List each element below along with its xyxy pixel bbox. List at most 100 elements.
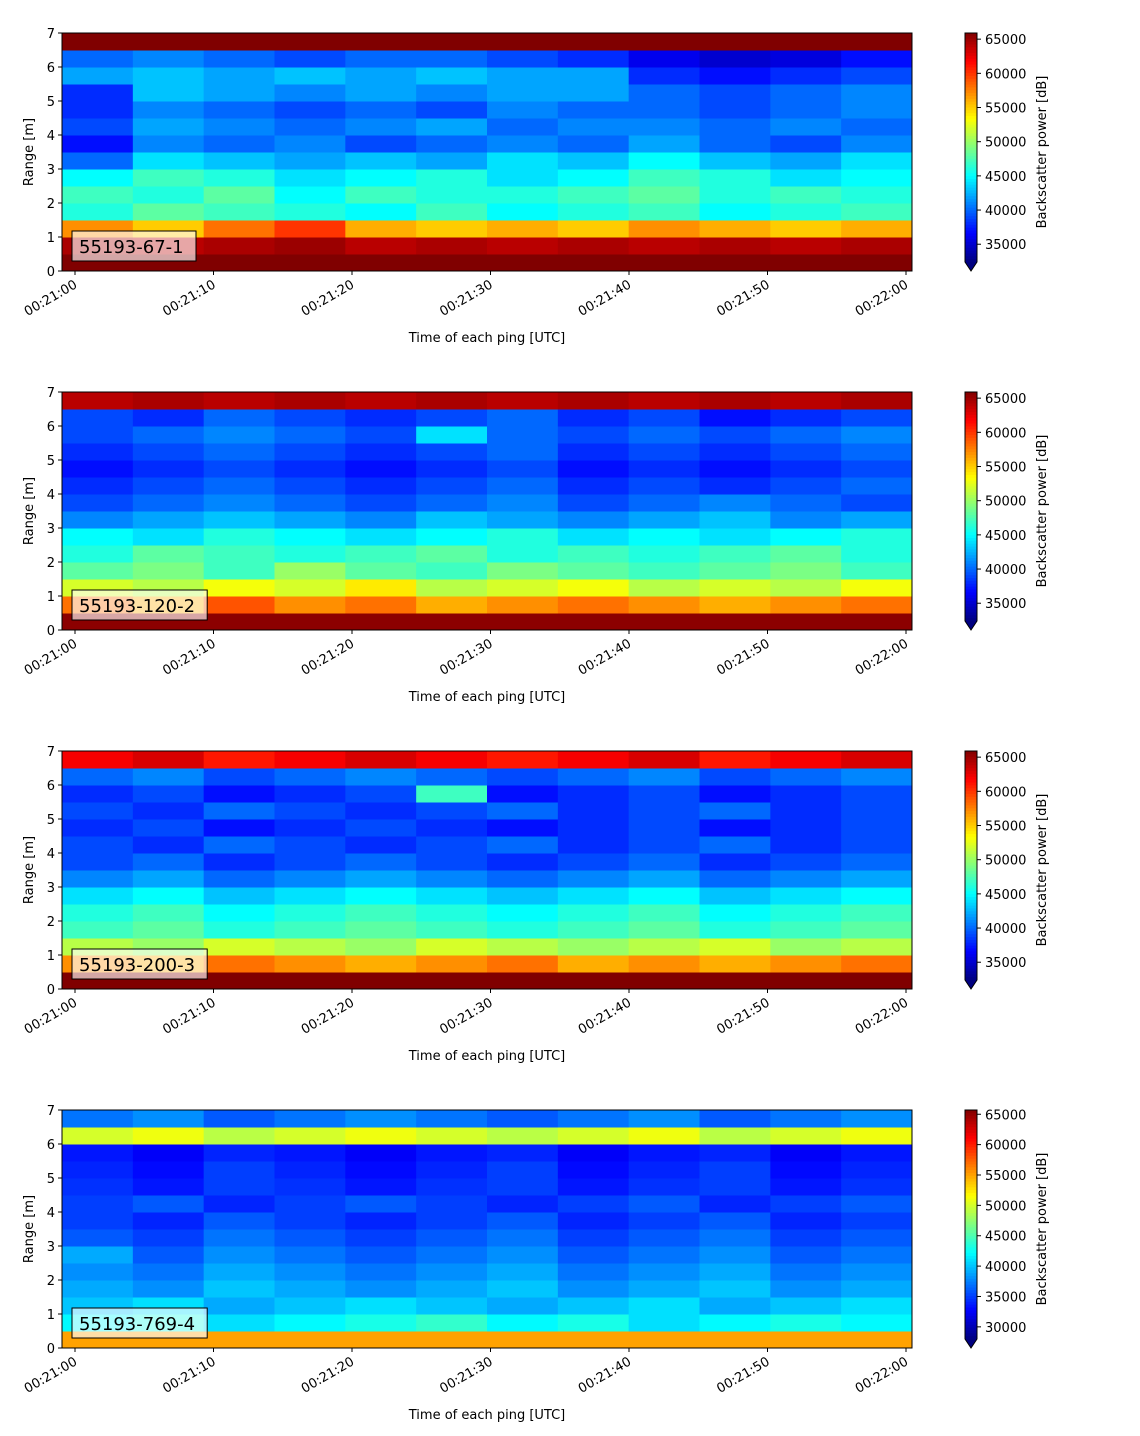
heatmap-cell xyxy=(203,118,275,136)
colorbar-segment xyxy=(965,1253,977,1257)
heatmap-cell xyxy=(699,1246,771,1264)
heatmap-cell xyxy=(557,477,630,495)
heatmap-cell xyxy=(416,1110,488,1128)
heatmap-cell xyxy=(699,494,771,512)
heatmap-cell xyxy=(345,802,417,820)
heatmap-cell xyxy=(345,819,417,837)
heatmap-cell xyxy=(416,1127,488,1145)
colorbar-segment xyxy=(965,954,977,958)
colorbar-segment xyxy=(965,876,977,881)
heatmap-cell xyxy=(628,443,700,461)
heatmap-cell xyxy=(62,870,134,888)
colorbar-segment xyxy=(965,224,977,229)
colorbar-segment xyxy=(965,905,977,909)
heatmap-cell xyxy=(770,50,842,68)
colorbar-segment xyxy=(965,403,977,407)
heatmap-cell xyxy=(62,392,134,410)
heatmap-cell xyxy=(770,254,842,272)
heatmap-cell xyxy=(487,511,559,529)
x-tick-label: 00:21:20 xyxy=(299,995,357,1037)
x-tick-label: 00:22:00 xyxy=(853,1354,911,1396)
colorbar-segment xyxy=(965,1198,977,1203)
heatmap-cell xyxy=(62,853,134,871)
heatmap-cell xyxy=(841,1331,913,1349)
heatmap-cell xyxy=(770,972,842,990)
colorbar-segment xyxy=(965,598,977,602)
colorbar-tick-label: 60000 xyxy=(985,1139,1026,1154)
heatmap-cell xyxy=(770,237,842,255)
colorbar-segment xyxy=(965,816,977,821)
colorbar-segment xyxy=(965,595,977,599)
heatmap-cell xyxy=(699,562,771,580)
x-axis-label: Time of each ping [UTC] xyxy=(408,331,566,346)
heatmap-cell xyxy=(557,186,630,204)
heatmap-cell xyxy=(628,1178,700,1196)
y-tick-label: 5 xyxy=(47,454,55,469)
x-axis-label: Time of each ping [UTC] xyxy=(408,690,566,705)
colorbar-segment xyxy=(965,558,977,562)
heatmap-cell xyxy=(841,152,913,170)
colorbar-segment xyxy=(965,1213,977,1217)
colorbar-segment xyxy=(965,520,977,525)
heatmap-cell xyxy=(345,613,417,631)
heatmap-cell xyxy=(132,494,205,512)
heatmap-cell xyxy=(416,819,488,837)
heatmap-cell xyxy=(557,1127,630,1145)
x-tick-label: 00:21:50 xyxy=(714,636,772,678)
heatmap-cell xyxy=(628,33,700,51)
colorbar-segment xyxy=(965,922,977,927)
colorbar-extend xyxy=(965,980,977,989)
heatmap-cell xyxy=(628,870,700,888)
heatmap-cell xyxy=(203,220,275,238)
heatmap-cell xyxy=(628,785,700,803)
colorbar-segment xyxy=(965,811,977,815)
heatmap-cell xyxy=(203,237,275,255)
heatmap-cell xyxy=(132,1246,205,1264)
heatmap-cell xyxy=(345,152,417,170)
colorbar-segment xyxy=(965,1152,977,1157)
heatmap-cell xyxy=(770,596,842,614)
heatmap-cell xyxy=(203,545,275,563)
heatmap-cell xyxy=(132,84,205,102)
heatmap-cell xyxy=(628,254,700,272)
heatmap-cell xyxy=(628,1314,700,1332)
colorbar-segment xyxy=(965,1158,977,1163)
heatmap-cell xyxy=(557,84,630,102)
heatmap-cell xyxy=(62,751,134,769)
heatmap-cell xyxy=(699,853,771,871)
heatmap-cell xyxy=(62,426,134,444)
heatmap-cell xyxy=(841,545,913,563)
heatmap-cell xyxy=(487,768,559,786)
heatmap-cell xyxy=(345,169,417,187)
heatmap-cell xyxy=(416,84,488,102)
heatmap-cell xyxy=(203,169,275,187)
colorbar-segment xyxy=(965,1318,977,1323)
colorbar-segment xyxy=(965,1138,977,1142)
heatmap-cell xyxy=(345,921,417,939)
heatmap-cell xyxy=(628,972,700,990)
heatmap-cell xyxy=(628,511,700,529)
heatmap-cell xyxy=(274,836,346,854)
colorbar-segment xyxy=(965,756,977,761)
colorbar-segment xyxy=(965,854,977,858)
colorbar-segment xyxy=(965,1218,977,1223)
heatmap-cell xyxy=(557,460,630,478)
colorbar-segment xyxy=(965,486,977,490)
heatmap-cell xyxy=(628,220,700,238)
heatmap-cell xyxy=(557,1212,630,1230)
heatmap-cell xyxy=(699,67,771,85)
heatmap-cell xyxy=(345,972,417,990)
colorbar-segment xyxy=(965,793,977,798)
heatmap-cell xyxy=(416,152,488,170)
heatmap-cell xyxy=(62,1178,134,1196)
colorbar-segment xyxy=(965,440,977,445)
heatmap-cell xyxy=(557,1263,630,1281)
heatmap-cell xyxy=(62,562,134,580)
heatmap-cell xyxy=(699,596,771,614)
heatmap-cell xyxy=(628,477,700,495)
y-tick-label: 7 xyxy=(47,27,55,42)
heatmap-cell xyxy=(345,853,417,871)
heatmap-cell xyxy=(557,203,630,221)
heatmap-cell xyxy=(557,50,630,68)
heatmap-cell xyxy=(841,443,913,461)
